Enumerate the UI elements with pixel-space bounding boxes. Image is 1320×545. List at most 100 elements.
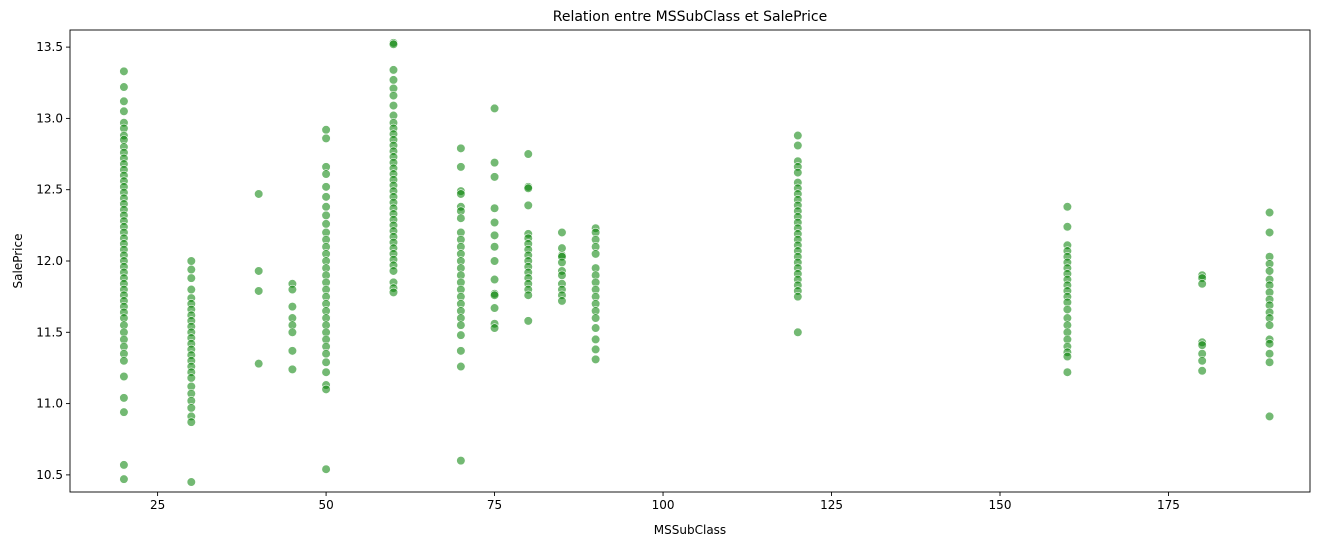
data-point <box>456 162 466 172</box>
data-point <box>489 290 500 300</box>
data-point <box>1264 411 1275 422</box>
data-point <box>1197 356 1207 366</box>
data-point <box>489 256 500 266</box>
data-point <box>489 323 500 333</box>
data-point <box>388 75 399 85</box>
data-point <box>388 266 399 276</box>
data-point <box>523 316 533 326</box>
chart-title: Relation entre MSSubClass et SalePrice <box>553 9 828 25</box>
data-point <box>456 330 466 340</box>
data-point <box>186 373 196 383</box>
data-point <box>489 274 500 285</box>
data-point <box>119 82 129 92</box>
data-point <box>591 334 601 345</box>
data-point <box>287 346 297 356</box>
axes-layer: 25 50 75 100 125 150 175 10.5 11.0 11.5 12.0 12.5 13… <box>36 40 1180 512</box>
data-point <box>321 133 331 143</box>
data-point <box>186 403 196 413</box>
data-point <box>388 90 399 101</box>
data-point <box>321 192 331 202</box>
data-point <box>254 266 264 276</box>
x-tick-label: 75 <box>487 498 502 512</box>
data-point <box>489 172 500 182</box>
data-point <box>591 354 601 364</box>
data-point <box>119 106 129 116</box>
data-point <box>557 227 567 238</box>
y-tick-label: 10.5 <box>36 468 63 482</box>
data-point <box>1264 357 1275 367</box>
data-point <box>456 189 466 199</box>
y-tick-label: 11.0 <box>36 397 63 411</box>
data-point <box>119 96 129 106</box>
data-point <box>489 103 500 114</box>
data-point <box>1264 339 1275 349</box>
data-point <box>489 230 500 240</box>
data-point <box>793 130 803 141</box>
data-point <box>287 284 297 295</box>
data-point <box>1264 227 1275 238</box>
data-point <box>1264 320 1275 330</box>
data-point <box>1062 202 1072 212</box>
data-point <box>793 167 803 178</box>
data-point <box>489 303 500 313</box>
y-tick-label: 12.0 <box>36 254 63 268</box>
data-point <box>591 323 601 333</box>
data-point <box>557 296 567 306</box>
data-point <box>1062 222 1072 232</box>
data-point <box>321 210 331 220</box>
data-point <box>489 242 500 252</box>
data-point <box>321 182 331 192</box>
data-point <box>321 464 331 474</box>
data-point <box>456 143 466 153</box>
data-point <box>321 357 331 367</box>
data-point <box>456 346 466 356</box>
data-point <box>523 200 533 210</box>
data-point <box>489 158 500 168</box>
y-tick-label: 13.0 <box>36 111 63 125</box>
data-point <box>254 189 264 199</box>
points-layer <box>119 38 1275 487</box>
x-tick-label: 175 <box>1157 498 1180 512</box>
x-tick-label: 50 <box>318 498 333 512</box>
data-point <box>254 286 264 296</box>
data-point <box>557 270 567 280</box>
data-point <box>119 407 129 417</box>
data-point <box>388 39 399 49</box>
data-point <box>1062 304 1072 315</box>
data-point <box>456 361 466 372</box>
x-tick-label: 125 <box>820 498 843 512</box>
data-point <box>523 149 533 159</box>
data-point <box>523 290 533 300</box>
data-point <box>287 364 297 374</box>
data-point <box>1197 366 1207 376</box>
data-point <box>321 169 331 179</box>
data-point <box>119 474 129 484</box>
data-point <box>793 292 803 302</box>
data-point <box>321 367 331 377</box>
data-point <box>321 219 331 229</box>
data-point <box>388 287 399 297</box>
data-point <box>119 66 129 76</box>
data-point <box>793 327 803 337</box>
data-point <box>489 217 500 228</box>
data-point <box>557 257 567 268</box>
data-point <box>186 264 196 275</box>
data-point <box>119 371 129 382</box>
data-point <box>456 213 466 223</box>
data-point <box>321 202 331 212</box>
data-point <box>287 302 297 312</box>
y-tick-label: 12.5 <box>36 183 63 197</box>
data-point <box>388 65 399 75</box>
data-point <box>1062 351 1072 362</box>
x-tick-label: 150 <box>989 498 1012 512</box>
data-point <box>591 249 601 259</box>
data-point <box>186 477 196 487</box>
data-point <box>119 393 129 403</box>
data-point <box>1264 207 1275 218</box>
x-tick-label: 100 <box>652 498 675 512</box>
data-point <box>1264 349 1275 359</box>
data-point <box>321 384 331 394</box>
plot-frame <box>69 29 1311 493</box>
data-point <box>523 183 533 193</box>
